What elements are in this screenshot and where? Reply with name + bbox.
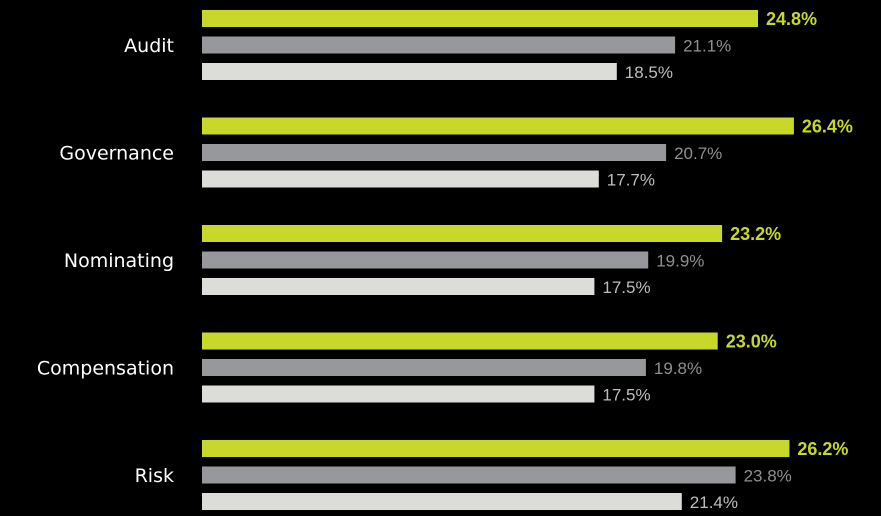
bar-series-3 [202, 170, 599, 188]
bar-series-2 [202, 144, 667, 161]
category-group-audit: Audit 24.8% 21.1% 18.5% [124, 9, 817, 82]
category-group-governance: Governance 26.4% 20.7% 17.7% [59, 117, 853, 190]
category-label: Compensation [37, 358, 174, 380]
data-label: 21.4% [690, 493, 738, 512]
bar-series-3 [202, 278, 595, 295]
data-label: 21.1% [683, 37, 731, 56]
bar-series-1 [202, 10, 758, 27]
data-label: 24.8% [766, 9, 817, 29]
data-label: 20.7% [674, 144, 722, 163]
data-label: 19.8% [654, 359, 702, 378]
bar-series-3 [202, 493, 682, 510]
bar-series-2 [202, 36, 676, 54]
category-label: Nominating [64, 250, 174, 272]
data-label: 19.9% [656, 252, 704, 271]
bar-series-1 [202, 332, 718, 350]
category-group-compensation: Compensation 23.0% 19.8%17.5% [37, 332, 777, 405]
data-label: 17.5% [602, 386, 650, 405]
data-label: 26.4% [802, 117, 853, 137]
category-label: Risk [135, 465, 174, 487]
data-label: 18.5% [625, 63, 673, 82]
data-label: 17.7% [607, 171, 655, 190]
bar-series-2 [202, 359, 646, 376]
bar-series-2 [202, 466, 736, 484]
category-label: Audit [124, 35, 174, 57]
bar-series-1 [202, 225, 723, 242]
data-label: 23.0% [726, 332, 777, 352]
bar-series-2 [202, 251, 649, 269]
bar-series-3 [202, 385, 595, 403]
category-group-nominating: Nominating 23.2% 19.9% 17.5% [64, 224, 781, 297]
data-label: 23.8% [744, 467, 792, 486]
data-label: 26.2% [797, 439, 848, 459]
bar-series-3 [202, 63, 617, 80]
category-label: Governance [59, 143, 174, 165]
data-label: 23.2% [730, 224, 781, 244]
bar-series-1 [202, 440, 790, 457]
category-group-risk: Risk 26.2% 23.8% 21.4% [135, 439, 849, 512]
data-label: 17.5% [602, 278, 650, 297]
bar-series-1 [202, 117, 794, 135]
